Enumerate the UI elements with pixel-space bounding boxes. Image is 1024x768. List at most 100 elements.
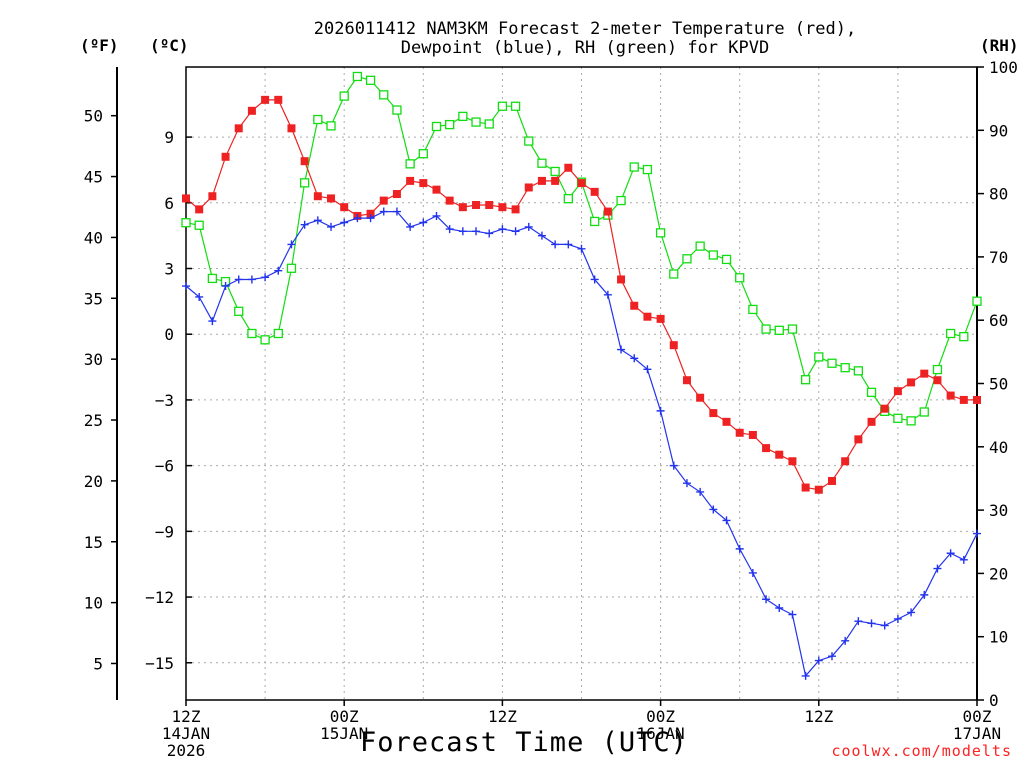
rh-point xyxy=(972,296,982,306)
f-tick-label: 45 xyxy=(84,168,103,187)
rh-point xyxy=(207,273,218,284)
temperature-point xyxy=(247,106,256,115)
temperature-point xyxy=(630,301,639,310)
rh-point xyxy=(695,241,705,251)
rh-point xyxy=(945,328,956,339)
dewpoint-point xyxy=(893,614,902,623)
dewpoint-point xyxy=(827,652,836,661)
temperature-point xyxy=(841,457,850,466)
temperature-point xyxy=(327,194,336,203)
rh-point xyxy=(352,71,363,82)
rh-point xyxy=(590,216,600,227)
rh-point xyxy=(405,159,415,169)
rh-tick-label: 0 xyxy=(989,691,999,710)
temperature-point xyxy=(406,176,415,185)
dewpoint-point xyxy=(630,354,639,363)
rh-point xyxy=(313,114,323,125)
dewpoint-point xyxy=(208,317,217,326)
dewpoint-point xyxy=(854,617,863,626)
temperature-point xyxy=(432,185,441,194)
temperature-point xyxy=(445,196,454,205)
temperature-point xyxy=(379,196,388,205)
dewpoint-point xyxy=(445,225,454,234)
dewpoint-point xyxy=(524,222,533,231)
temperature-point xyxy=(946,391,955,400)
rh-tick-label: 40 xyxy=(989,438,1008,457)
f-tick-label: 20 xyxy=(84,472,103,491)
x-tick-date: 16JAN xyxy=(637,724,685,743)
rh-point xyxy=(906,416,916,426)
dewpoint-point xyxy=(313,216,322,225)
temperature-point xyxy=(854,435,863,444)
rh-point xyxy=(866,387,877,398)
c-tick-label: −6 xyxy=(155,457,174,476)
rh-point xyxy=(431,121,442,132)
rh-point xyxy=(787,324,798,334)
rh-tick-label: 50 xyxy=(989,375,1008,394)
rh-point xyxy=(959,332,969,342)
x-tick-time: 12Z xyxy=(804,707,833,726)
dewpoint-point xyxy=(722,516,731,525)
dewpoint-point xyxy=(564,240,573,249)
temperature-point xyxy=(458,203,467,212)
x-tick-date: 14JAN xyxy=(162,724,210,743)
dewpoint-point xyxy=(300,220,309,229)
c-tick-label: 6 xyxy=(164,194,174,213)
x-tick-date: 15JAN xyxy=(320,724,368,743)
rh-point xyxy=(761,324,771,334)
dewpoint-point xyxy=(551,240,560,249)
dewpoint-point xyxy=(748,568,757,577)
temperature-point xyxy=(893,387,902,396)
temperature-point xyxy=(472,200,481,209)
temperature-point xyxy=(498,203,507,212)
temperature-point xyxy=(827,476,836,485)
rh-tick-label: 10 xyxy=(989,628,1008,647)
rh-point xyxy=(194,220,204,230)
temperature-point xyxy=(920,369,929,378)
c-tick-label: 9 xyxy=(164,128,174,147)
dewpoint-point xyxy=(366,214,375,223)
dewpoint-point xyxy=(841,636,850,645)
dewpoint-point xyxy=(788,610,797,619)
c-tick-label: −9 xyxy=(155,522,174,541)
dewpoint-point xyxy=(656,406,665,415)
temperature-point xyxy=(300,157,309,166)
c-tick-label: 0 xyxy=(164,325,174,344)
fahrenheit-axis-label: (ºF) xyxy=(80,36,119,55)
rh-point xyxy=(616,195,626,206)
dewpoint-point xyxy=(182,282,190,291)
dewpoint-point xyxy=(590,275,599,284)
rh-point xyxy=(840,363,850,373)
rh-point xyxy=(655,228,666,238)
temperature-point xyxy=(603,207,612,216)
f-tick-label: 5 xyxy=(93,654,103,673)
rh-point xyxy=(273,328,283,339)
dewpoint-point xyxy=(696,487,705,496)
dewpoint-point xyxy=(432,211,441,220)
rh-point xyxy=(932,364,943,375)
dewpoint-point xyxy=(261,273,270,282)
dewpoint-point xyxy=(340,218,349,227)
rh-point xyxy=(524,136,534,146)
rh-point xyxy=(418,149,428,159)
rh-point xyxy=(563,194,573,204)
dewpoint-point xyxy=(498,225,507,234)
rh-point xyxy=(893,413,903,423)
temperature-point xyxy=(973,395,981,404)
dewpoint-point xyxy=(973,529,981,538)
dewpoint-point xyxy=(247,275,256,284)
temperature-point xyxy=(748,430,757,439)
dewpoint-point xyxy=(221,282,230,291)
rh-point xyxy=(682,254,692,264)
temperature-point xyxy=(788,457,797,466)
x-tick-time: 12Z xyxy=(488,707,517,726)
temperature-point xyxy=(274,95,283,104)
dewpoint-point xyxy=(735,544,744,553)
dewpoint-point xyxy=(419,218,428,227)
rh-point xyxy=(365,75,376,85)
dewpoint-point xyxy=(946,549,955,558)
dewpoint-point xyxy=(907,608,916,617)
temperature-point xyxy=(617,275,626,284)
f-tick-label: 25 xyxy=(84,411,103,430)
x-tick-time: 00Z xyxy=(330,707,359,726)
